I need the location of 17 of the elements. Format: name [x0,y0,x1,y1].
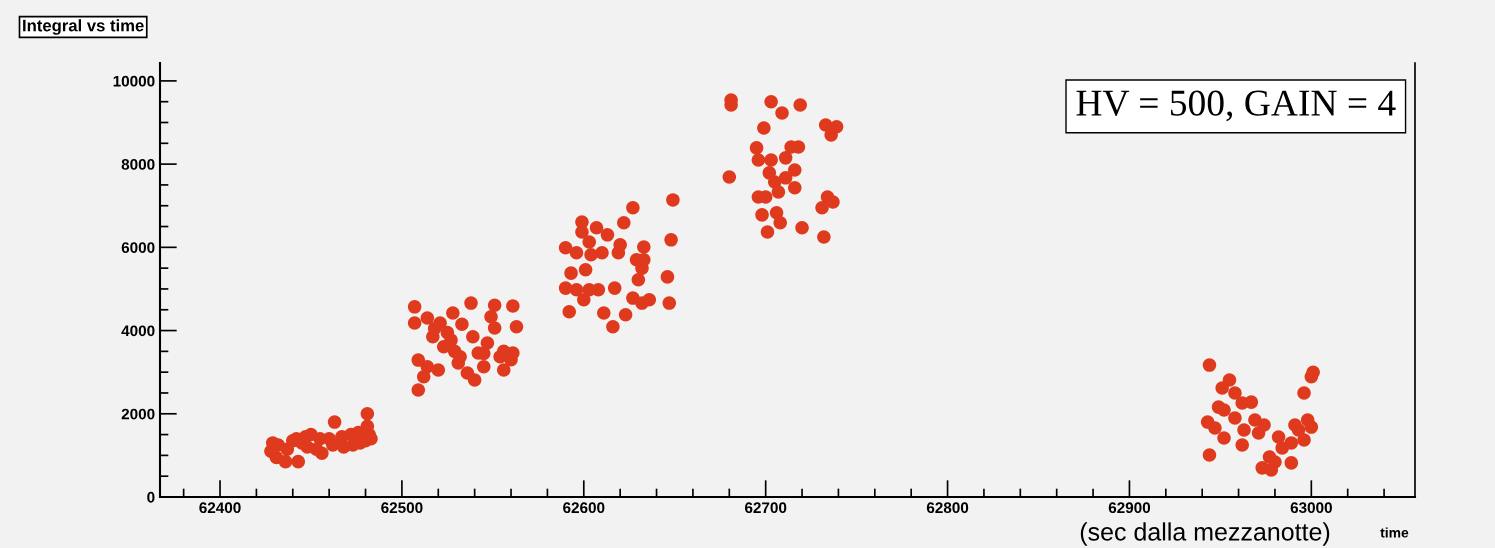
x-tick-label: 62500 [381,502,423,514]
annotation: HV = 500, GAIN = 4 [1076,90,1396,122]
x-axis-title: time [1380,527,1409,538]
x-tick-label: 63000 [1290,502,1332,514]
text: (sec dalla mezzanotte) [1080,522,1330,546]
y-tick-label: 2000 [121,408,155,420]
chart-title: Integral vs time [23,19,144,35]
x-tick-label: 62400 [199,502,241,514]
y-tick-label: 8000 [121,158,155,170]
x-tick-label: 62700 [744,502,787,514]
y-tick-label: 0 [147,491,155,503]
y-tick-label: 4000 [121,325,155,337]
x-tick-label: 62800 [926,502,969,514]
y-tick-label: 6000 [121,242,155,254]
y-tick-label: 10000 [113,75,155,87]
x-tick-label: 62900 [1108,502,1151,514]
x-tick-label: 62600 [563,502,605,514]
